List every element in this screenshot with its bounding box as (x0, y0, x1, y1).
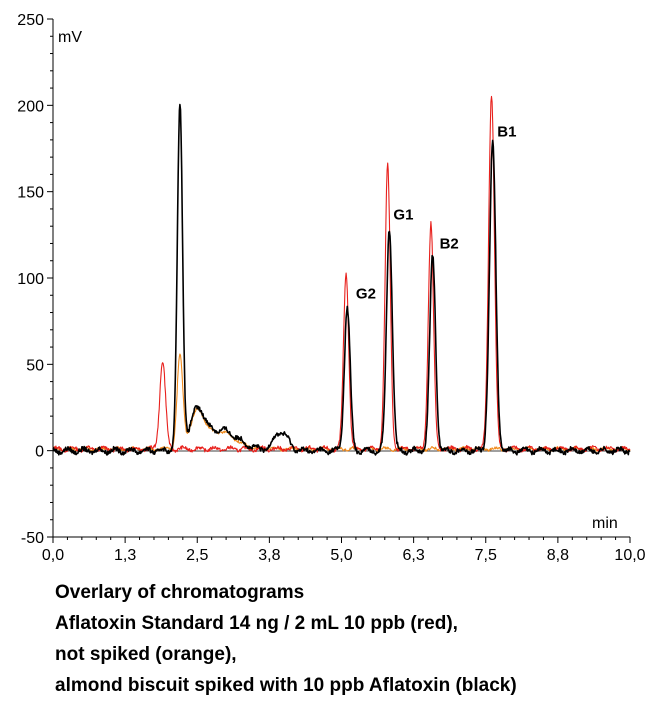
y-tick-label: 200 (17, 98, 44, 115)
peak-label: B2 (440, 236, 459, 253)
y-tick-label: 50 (26, 357, 44, 374)
x-axis-unit: min (592, 515, 618, 532)
series-line (52, 95, 631, 453)
peak-label: B1 (497, 123, 516, 140)
y-tick-label: 250 (17, 12, 44, 29)
chromatogram-chart: -50 0 50 100 150 200 250 0,0 1,3 2,5 3,8 5,0 6,3 7,5… (17, 12, 646, 564)
y-axis-unit: mV (58, 29, 82, 46)
x-ticks: 0,0 1,3 2,5 3,8 5,0 6,3 7,5 8,8 10,0 (42, 537, 646, 564)
caption-line-3: not spiked (orange), (55, 644, 237, 665)
x-tick-label: 1,3 (114, 547, 136, 564)
y-tick-label: -50 (21, 530, 44, 547)
caption-line-2: Aflatoxin Standard 14 ng / 2 mL 10 ppb (… (55, 613, 458, 634)
y-tick-label: 0 (35, 444, 44, 461)
peak-label: G1 (393, 206, 413, 223)
x-tick-label: 7,5 (475, 547, 497, 564)
y-ticks: -50 0 50 100 150 200 250 (17, 12, 53, 547)
y-tick-label: 150 (17, 185, 44, 202)
x-tick-label: 5,0 (330, 547, 352, 564)
series-group (52, 95, 631, 456)
caption-line-4: almond biscuit spiked with 10 ppb Aflato… (55, 675, 517, 696)
x-tick-label: 6,3 (403, 547, 425, 564)
x-tick-label: 2,5 (186, 547, 208, 564)
peak-label: G2 (356, 286, 376, 303)
caption-line-1: Overlary of chromatograms (55, 582, 305, 603)
peak-annotations: G2 G1 B2 B1 (356, 123, 517, 302)
series-line (52, 103, 631, 456)
x-tick-label: 8,8 (547, 547, 569, 564)
chart-caption: Overlary of chromatograms Aflatoxin Stan… (55, 577, 665, 701)
axes (52, 19, 630, 538)
x-tick-label: 0,0 (42, 547, 64, 564)
y-tick-label: 100 (17, 271, 44, 288)
x-tick-label: 3,8 (258, 547, 280, 564)
x-tick-label: 10,0 (614, 547, 645, 564)
